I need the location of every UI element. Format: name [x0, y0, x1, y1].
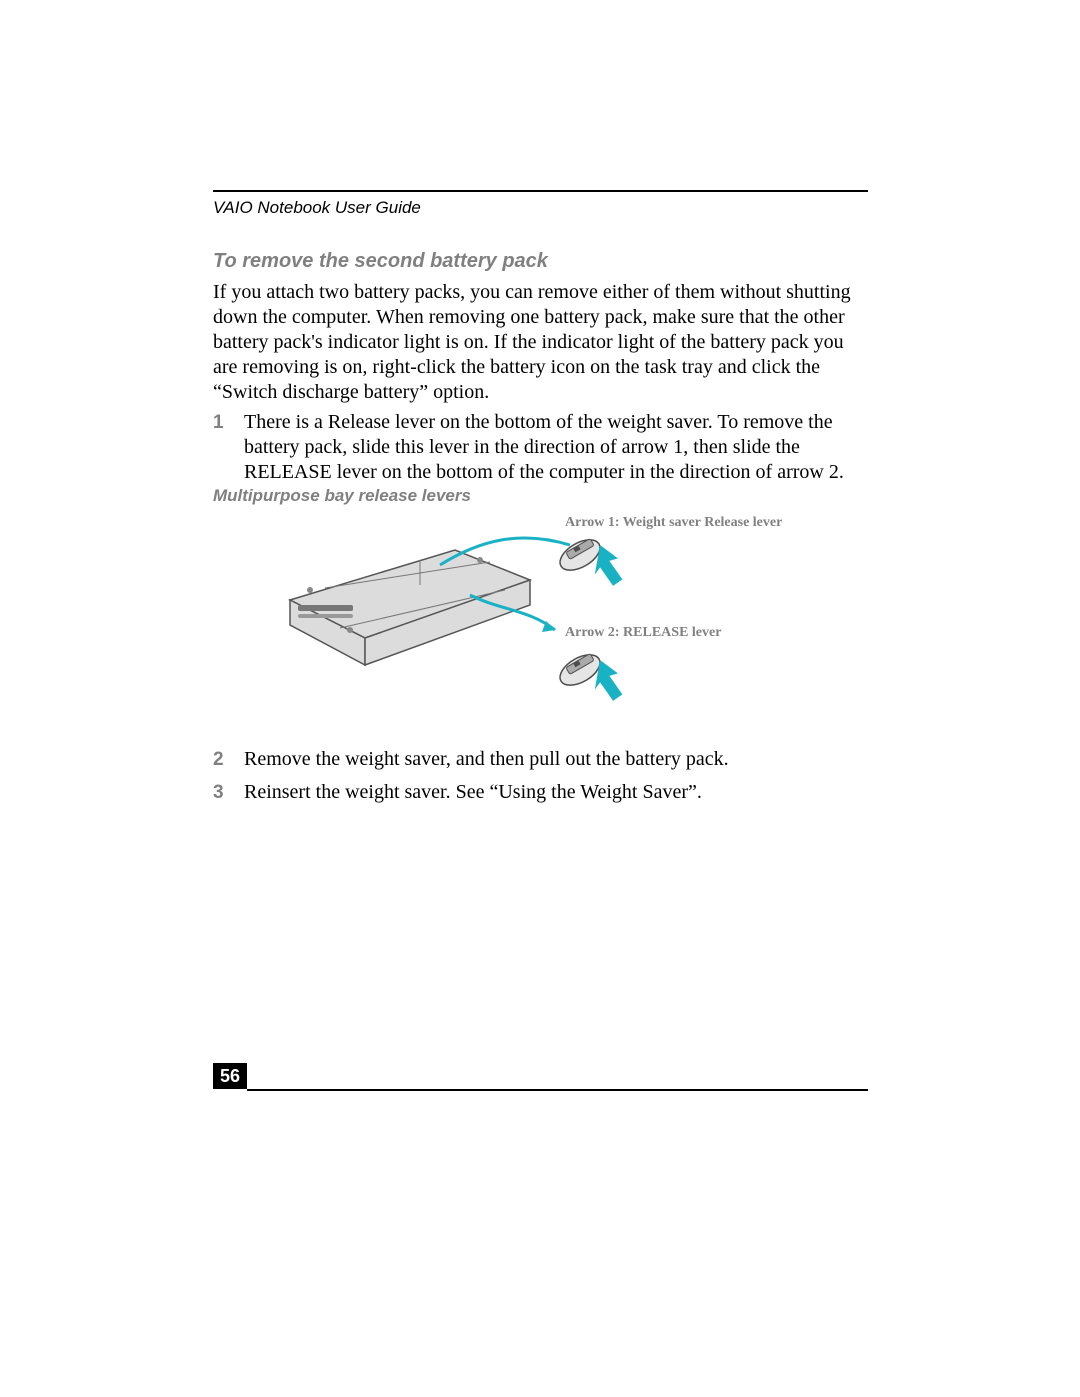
- section-title: To remove the second battery pack: [213, 250, 548, 273]
- figure-caption: Multipurpose bay release levers: [213, 486, 471, 506]
- step-number-2: 2: [213, 749, 237, 771]
- bottom-rule: [247, 1089, 868, 1091]
- running-header: VAIO Notebook User Guide: [213, 198, 421, 218]
- arrow-2-label: Arrow 2: RELEASE lever: [565, 625, 721, 641]
- top-rule: [213, 190, 868, 192]
- intro-paragraph: If you attach two battery packs, you can…: [213, 280, 868, 405]
- figure-diagram: Arrow 1: Weight saver Release lever Arro…: [280, 510, 800, 725]
- step-text-2: Remove the weight saver, and then pull o…: [244, 747, 868, 772]
- page-number: 56: [213, 1063, 247, 1089]
- step-number-3: 3: [213, 782, 237, 804]
- step-number-1: 1: [213, 412, 237, 434]
- step-text-1: There is a Release lever on the bottom o…: [244, 410, 868, 485]
- laptop-body-icon: [290, 550, 530, 665]
- step-text-3: Reinsert the weight saver. See “Using th…: [244, 780, 868, 805]
- arrow-1-label: Arrow 1: Weight saver Release lever: [565, 515, 782, 531]
